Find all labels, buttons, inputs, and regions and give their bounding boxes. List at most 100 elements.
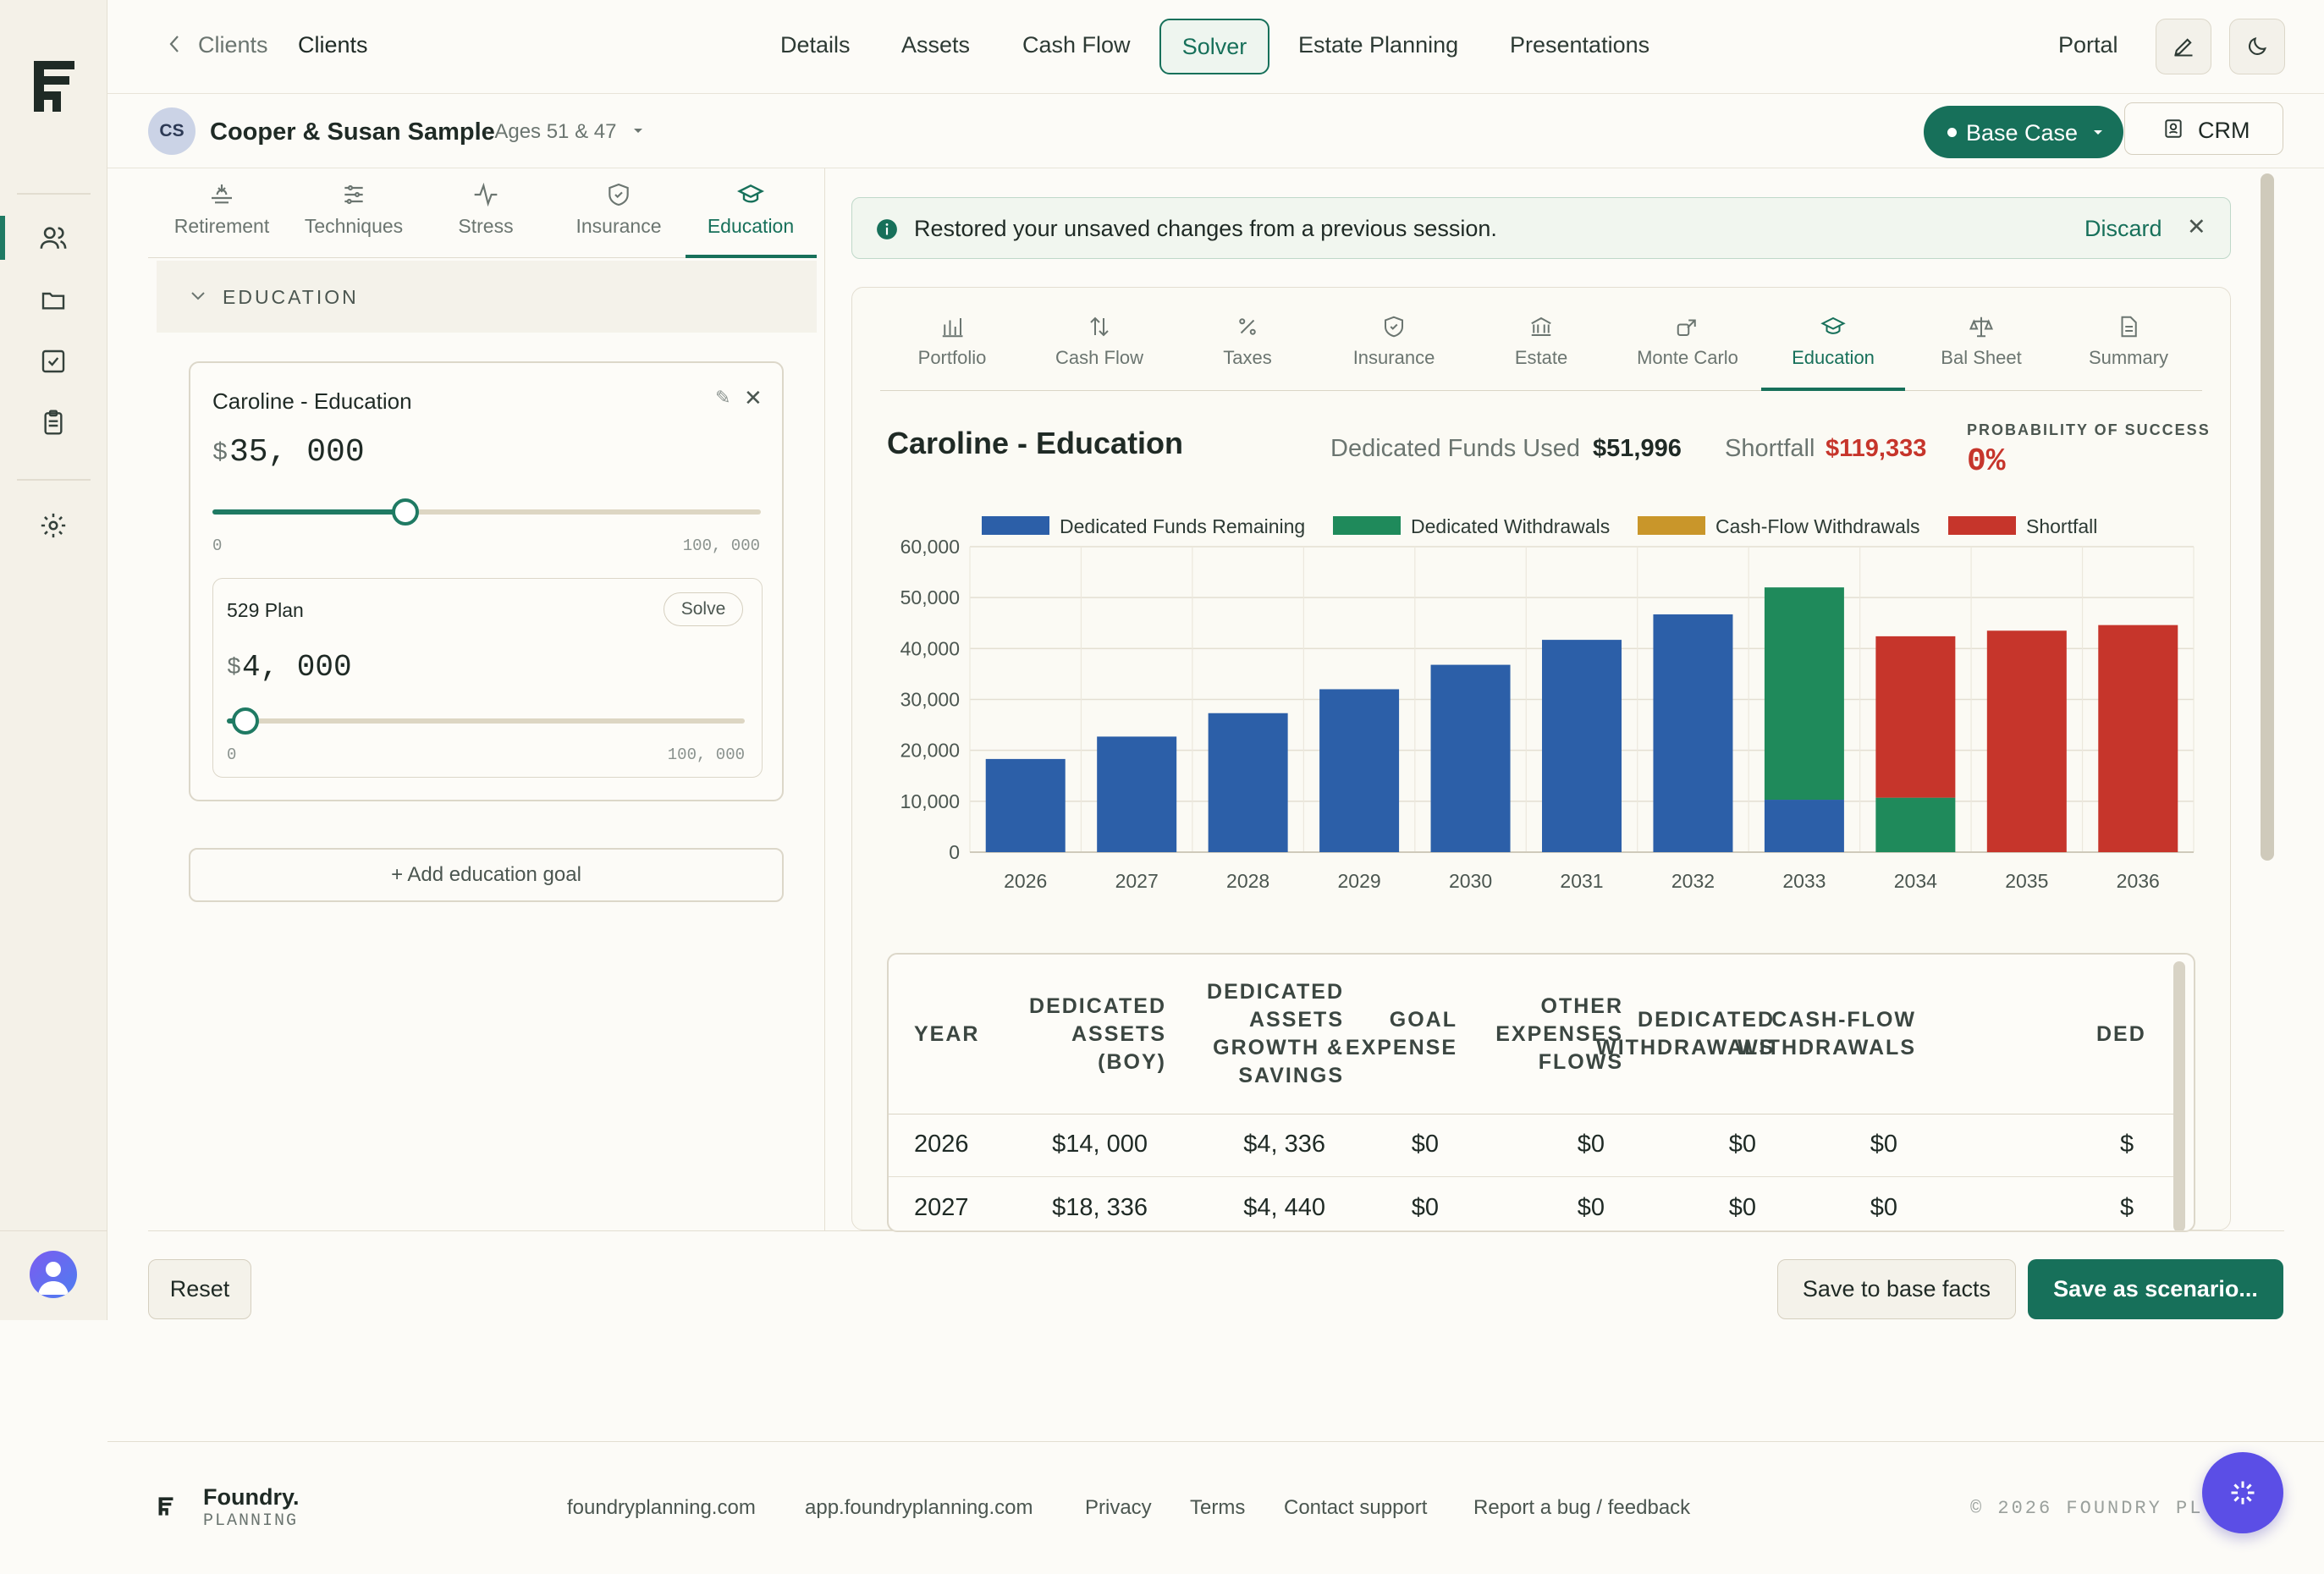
legend-label: Dedicated Withdrawals xyxy=(1411,515,1610,537)
footer-link[interactable]: Contact support xyxy=(1284,1496,1428,1519)
table-row[interactable]: 2027 $18, 336 $4, 440 $0 $0 $0 $0 $ xyxy=(889,1177,2175,1230)
tab-monte-carlo[interactable]: Monte Carlo xyxy=(1616,311,1760,369)
page-scrollbar[interactable] xyxy=(2261,173,2274,861)
save-to-base-button[interactable]: Save to base facts xyxy=(1777,1259,2016,1319)
goal-slider-handle[interactable] xyxy=(392,498,419,526)
bar-shortfall xyxy=(1875,636,1956,798)
footer-link[interactable]: foundryplanning.com xyxy=(567,1496,756,1519)
goal-slider-fill xyxy=(212,509,405,515)
tab-cash-flow[interactable]: Cash Flow xyxy=(1027,311,1171,369)
currency-symbol: $ xyxy=(212,439,229,468)
column-header[interactable]: GOAL EXPENSE xyxy=(1271,1006,1457,1062)
probability-value: 0% xyxy=(1967,443,2006,480)
checklist-icon[interactable] xyxy=(34,342,73,381)
scale-icon xyxy=(1909,311,2053,342)
footer-link[interactable]: Privacy xyxy=(1085,1496,1152,1519)
avatar[interactable] xyxy=(30,1251,77,1298)
tab-stress[interactable]: Stress xyxy=(422,179,549,238)
add-education-goal-button[interactable]: + Add education goal xyxy=(189,848,784,902)
table-cell: $ xyxy=(2120,1194,2134,1221)
column-header-line: ASSETS xyxy=(1248,1008,1344,1032)
goal-slider-track[interactable] xyxy=(212,509,761,515)
breadcrumb-parent[interactable]: Clients xyxy=(198,32,268,58)
users-icon[interactable] xyxy=(34,218,73,257)
graduation-cap-icon xyxy=(1761,311,1905,342)
tab-bal-sheet[interactable]: Bal Sheet xyxy=(1909,311,2053,369)
column-header[interactable]: OTHER EXPENSES FLOWS xyxy=(1437,993,1623,1076)
caret-down-icon[interactable] xyxy=(633,128,643,135)
save-scenario-button[interactable]: Save as scenario... xyxy=(2028,1259,2283,1319)
nav-details[interactable]: Details xyxy=(780,32,851,58)
tab-label: Portfolio xyxy=(917,347,987,368)
column-header[interactable]: YEAR xyxy=(914,1021,1100,1048)
crm-button[interactable]: CRM xyxy=(2124,102,2283,155)
x-tick-label: 2029 xyxy=(1338,870,1381,892)
table-scrollbar[interactable] xyxy=(2173,961,2185,1230)
discard-button[interactable]: Discard xyxy=(2084,216,2162,241)
reset-button[interactable]: Reset xyxy=(148,1259,251,1319)
theme-toggle-button[interactable] xyxy=(2229,19,2285,74)
close-icon[interactable]: ✕ xyxy=(2187,214,2206,239)
column-header[interactable]: DEDICATED ASSETS GROWTH & SAVINGS xyxy=(1158,978,1344,1090)
y-tick-label: 60,000 xyxy=(900,536,960,558)
folder-icon[interactable] xyxy=(34,281,73,320)
tab-label: Retirement xyxy=(173,215,270,237)
column-header[interactable]: CASH-FLOW WITHDRAWALS xyxy=(1730,1006,1916,1062)
edit-icon[interactable]: ✎ xyxy=(715,387,731,408)
tab-insurance[interactable]: Insurance xyxy=(555,179,682,238)
nav-estate-planning[interactable]: Estate Planning xyxy=(1298,32,1459,58)
client-name[interactable]: Cooper & Susan Sample xyxy=(210,118,495,146)
table-cell: $14, 000 xyxy=(1052,1131,1148,1158)
assistant-fab[interactable] xyxy=(2202,1452,2283,1533)
table-cell: $0 xyxy=(1411,1194,1439,1221)
solver-panel xyxy=(148,168,825,1230)
save-scenario-label: Save as scenario... xyxy=(2053,1276,2258,1302)
nav-presentations[interactable]: Presentations xyxy=(1510,32,1650,58)
tab-label: Education xyxy=(1792,347,1875,368)
add-goal-label: + Add education goal xyxy=(391,863,581,886)
section-header[interactable]: EDUCATION xyxy=(157,261,817,333)
tab-insurance[interactable]: Insurance xyxy=(1322,311,1466,369)
bar-dedicated-funds-remaining xyxy=(1430,664,1511,852)
table-cell: $0 xyxy=(1870,1194,1897,1221)
info-icon xyxy=(877,219,897,239)
goal-amount-input[interactable]: 35, 000 xyxy=(229,434,365,471)
plan-slider-track[interactable] xyxy=(227,718,745,724)
nav-cash-flow[interactable]: Cash Flow xyxy=(1022,32,1131,58)
footer-link[interactable]: Report a bug / feedback xyxy=(1473,1496,1691,1519)
footer-link[interactable]: app.foundryplanning.com xyxy=(805,1496,1033,1519)
nav-solver[interactable]: Solver xyxy=(1159,19,1269,74)
scenario-dropdown[interactable]: Base Case xyxy=(1924,106,2123,158)
tab-portfolio[interactable]: Portfolio xyxy=(880,311,1024,369)
column-header[interactable]: DEDICATED WITHDRAWALS xyxy=(1589,1006,1775,1062)
column-header[interactable]: DEDICATED ASSETS (BOY) xyxy=(980,993,1166,1076)
footer-link[interactable]: Terms xyxy=(1190,1496,1246,1519)
plan-slider-handle[interactable] xyxy=(232,707,259,735)
clipboard-icon[interactable] xyxy=(34,403,73,442)
chevron-left-icon[interactable] xyxy=(168,34,180,54)
tab-education[interactable]: Education xyxy=(1761,311,1905,369)
tab-estate[interactable]: Estate xyxy=(1469,311,1613,369)
tab-taxes[interactable]: Taxes xyxy=(1176,311,1319,369)
gear-icon[interactable] xyxy=(34,506,73,545)
tab-summary[interactable]: Summary xyxy=(2057,311,2200,369)
bar-dedicated-withdrawals xyxy=(1875,797,1956,852)
nav-portal[interactable]: Portal xyxy=(2058,32,2118,58)
tab-retirement[interactable]: Retirement xyxy=(158,179,285,238)
column-header[interactable]: DED xyxy=(2096,1021,2194,1048)
edit-button[interactable] xyxy=(2156,19,2211,74)
tab-education[interactable]: Education xyxy=(687,179,814,238)
plan-amount-input[interactable]: 4, 000 xyxy=(242,650,352,685)
bar-dedicated-funds-remaining xyxy=(1653,614,1733,852)
tab-techniques[interactable]: Techniques xyxy=(290,179,417,238)
table-row[interactable]: 2026 $14, 000 $4, 336 $0 $0 $0 $0 $ xyxy=(889,1114,2175,1177)
close-icon[interactable]: ✕ xyxy=(744,385,763,410)
nav-assets[interactable]: Assets xyxy=(901,32,971,58)
app-logo[interactable] xyxy=(30,58,78,115)
active-tab-underline xyxy=(1761,388,1905,391)
tab-label: Techniques xyxy=(304,215,404,237)
goal-title: Caroline - Education xyxy=(212,388,412,414)
tab-label: Stress xyxy=(458,215,514,237)
solve-button[interactable]: Solve xyxy=(664,592,743,626)
column-header-line: DED xyxy=(2096,1021,2146,1046)
